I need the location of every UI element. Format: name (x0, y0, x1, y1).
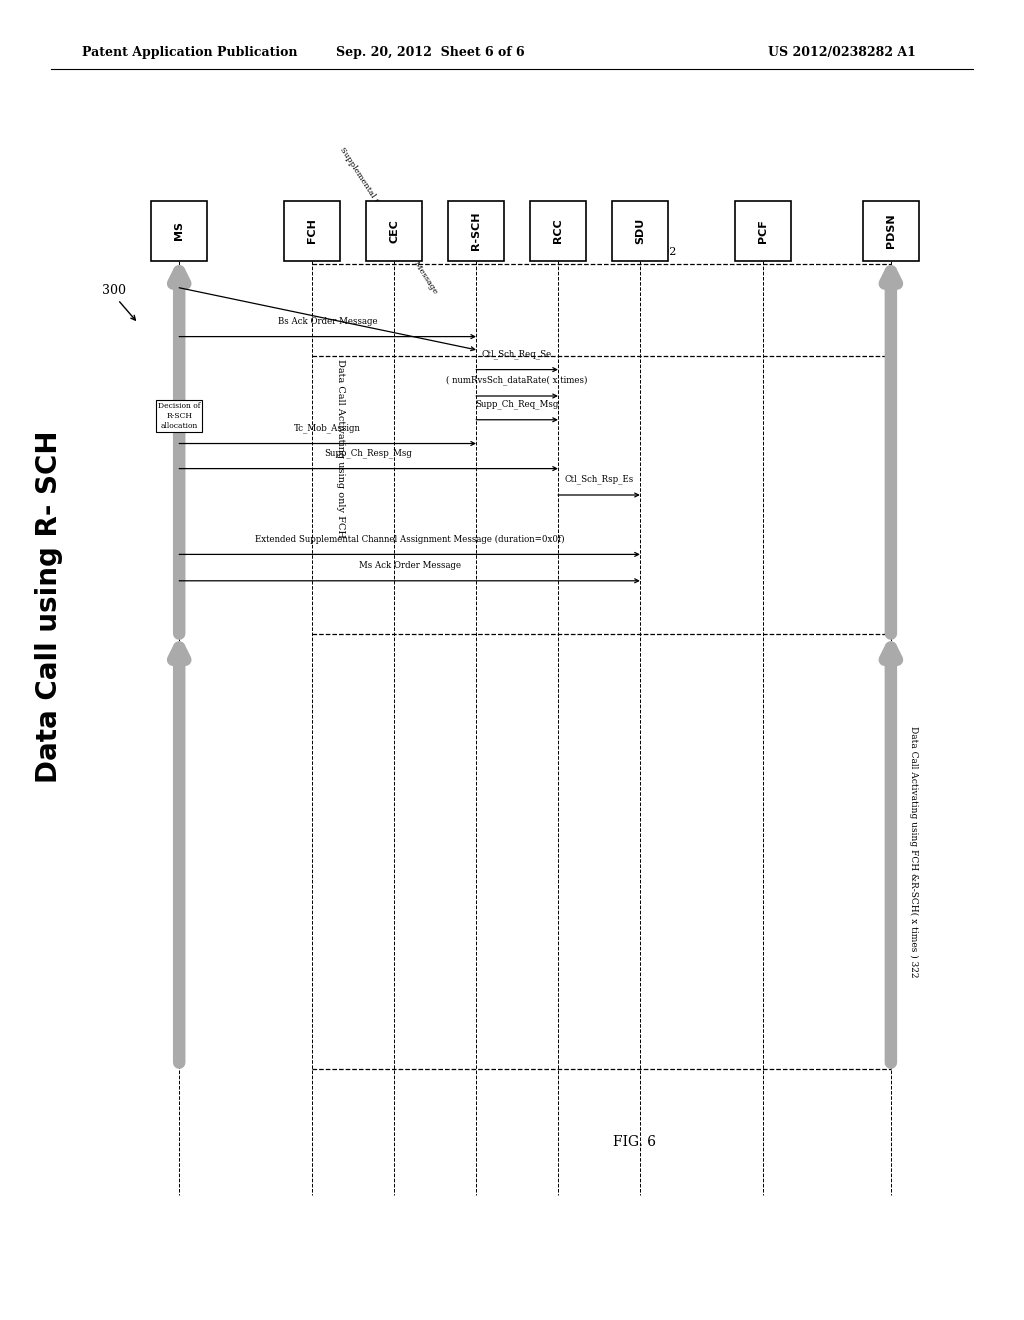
FancyBboxPatch shape (735, 201, 792, 261)
Text: PCF: PCF (758, 219, 768, 243)
Text: US 2012/0238282 A1: US 2012/0238282 A1 (768, 46, 915, 59)
Text: Decision of
R-SCH
allocation: Decision of R-SCH allocation (158, 403, 201, 429)
Text: FCH: FCH (307, 219, 317, 243)
Text: FIG. 6: FIG. 6 (613, 1135, 656, 1148)
Text: Supp_Ch_Resp_Msg: Supp_Ch_Resp_Msg (325, 449, 413, 458)
Text: Ctl_Sch_Rsp_Es: Ctl_Sch_Rsp_Es (564, 475, 634, 484)
Text: 302: 302 (655, 247, 677, 257)
FancyBboxPatch shape (862, 201, 920, 261)
Text: Data Call Activating using FCH &R-SCH( x times ) 322: Data Call Activating using FCH &R-SCH( x… (909, 726, 918, 977)
FancyBboxPatch shape (367, 201, 422, 261)
Text: Ms Ack Order Message: Ms Ack Order Message (358, 561, 461, 570)
Text: CEC: CEC (389, 219, 399, 243)
Text: Supplemental Channel Request Message: Supplemental Channel Request Message (338, 145, 439, 296)
Text: SDU: SDU (635, 218, 645, 244)
Text: Tc_Mob_Assign: Tc_Mob_Assign (294, 424, 361, 433)
FancyBboxPatch shape (284, 201, 340, 261)
Text: Bs Ack Order Message: Bs Ack Order Message (278, 317, 378, 326)
Text: Sep. 20, 2012  Sheet 6 of 6: Sep. 20, 2012 Sheet 6 of 6 (336, 46, 524, 59)
Text: Supp_Ch_Req_Msg: Supp_Ch_Req_Msg (475, 400, 559, 409)
FancyBboxPatch shape (530, 201, 587, 261)
Text: R-SCH: R-SCH (471, 211, 481, 251)
FancyBboxPatch shape (449, 201, 504, 261)
Text: Extended Supplemental Channel Assignment Message (duration=0x0f): Extended Supplemental Channel Assignment… (255, 535, 564, 544)
Text: Ctl_Sch_Req_Se: Ctl_Sch_Req_Se (482, 350, 552, 359)
Text: MS: MS (174, 222, 184, 240)
Text: ( numRvsSch_dataRate( x times): ( numRvsSch_dataRate( x times) (446, 376, 588, 385)
Text: Data Call Activating using only FCH: Data Call Activating using only FCH (337, 359, 345, 539)
Text: Data Call using R- SCH: Data Call using R- SCH (35, 430, 63, 784)
FancyBboxPatch shape (612, 201, 669, 261)
Text: RCC: RCC (553, 219, 563, 243)
Text: PDSN: PDSN (886, 214, 896, 248)
FancyBboxPatch shape (152, 201, 207, 261)
Text: Patent Application Publication: Patent Application Publication (82, 46, 297, 59)
Text: 300: 300 (102, 284, 126, 297)
